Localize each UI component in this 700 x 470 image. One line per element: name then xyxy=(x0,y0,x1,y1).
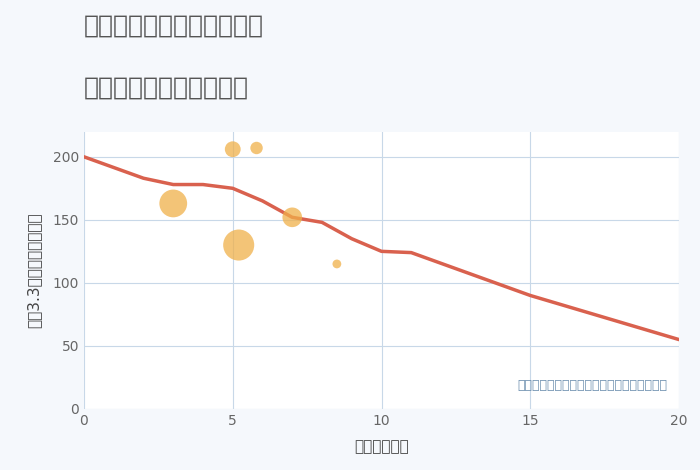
Y-axis label: 坪（3.3㎡）単価（万円）: 坪（3.3㎡）単価（万円） xyxy=(27,212,42,328)
Text: 駅距離別中古戸建て価格: 駅距離別中古戸建て価格 xyxy=(84,75,249,99)
Text: 大阪府大阪市北区堂山町の: 大阪府大阪市北区堂山町の xyxy=(84,14,264,38)
X-axis label: 駅距離（分）: 駅距離（分） xyxy=(354,439,409,454)
Point xyxy=(168,200,179,207)
Point xyxy=(331,260,342,268)
Point xyxy=(251,144,262,152)
Point xyxy=(233,241,244,249)
Point xyxy=(287,213,298,221)
Text: 円の大きさは、取引のあった物件面積を示す: 円の大きさは、取引のあった物件面積を示す xyxy=(517,379,667,392)
Point xyxy=(227,146,238,153)
